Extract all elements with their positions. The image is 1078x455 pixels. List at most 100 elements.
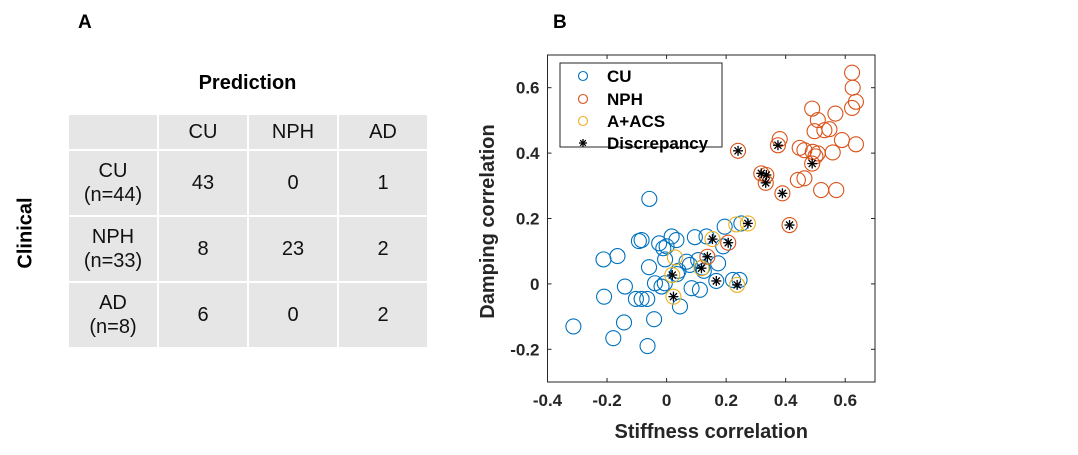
point-discrepancy bbox=[723, 237, 734, 248]
x-tick-label: 0.4 bbox=[774, 391, 798, 410]
point-cu bbox=[690, 251, 707, 269]
row-label-name: NPH bbox=[91, 226, 135, 248]
point-a-acs bbox=[729, 276, 746, 293]
point-cu bbox=[668, 232, 685, 249]
point-cu bbox=[710, 255, 727, 272]
chart-legend: CU NPH A+ACS Discrepancy bbox=[559, 62, 723, 153]
x-tick-label: 0.6 bbox=[833, 391, 857, 410]
table-cell: 6 bbox=[157, 281, 249, 349]
point-cu bbox=[595, 251, 612, 268]
legend-label-discrepancy: Discrepancy bbox=[607, 134, 709, 153]
y-tick-label: 0.6 bbox=[516, 79, 540, 98]
point-cu bbox=[605, 330, 622, 347]
y-tick-label: 0.4 bbox=[516, 144, 540, 163]
table-cell: 8 bbox=[157, 215, 249, 283]
y-tick-label: 0.2 bbox=[516, 210, 540, 229]
row-label-name: CU bbox=[98, 160, 128, 182]
row-label-count: (n=44) bbox=[83, 184, 143, 206]
point-nph bbox=[781, 216, 798, 234]
point-cu bbox=[724, 271, 742, 289]
point-cu bbox=[646, 311, 663, 328]
point-cu bbox=[653, 278, 670, 295]
x-tick-label: -0.4 bbox=[533, 391, 563, 410]
point-nph bbox=[720, 234, 737, 251]
point-cu bbox=[596, 288, 613, 305]
point-discrepancy bbox=[702, 251, 713, 262]
point-discrepancy bbox=[696, 263, 707, 274]
legend-marker-a-acs bbox=[577, 115, 589, 127]
x-tick-label: 0 bbox=[662, 391, 671, 410]
point-nph bbox=[804, 100, 821, 117]
point-cu bbox=[686, 229, 703, 246]
y-axis-ticks: -0.2 0 0.2 0.4 0.6 bbox=[510, 79, 875, 359]
point-cu bbox=[640, 259, 658, 276]
table-cell: 2 bbox=[337, 281, 429, 349]
y-tick-label: -0.2 bbox=[510, 340, 539, 359]
point-cu bbox=[609, 248, 626, 265]
point-a-acs bbox=[665, 288, 682, 305]
confusion-matrix-table: CU NPH AD CU (n=44) 43 0 1 NPH (n=33) 8 … bbox=[67, 113, 429, 349]
point-cu bbox=[691, 281, 708, 298]
point-cu bbox=[668, 266, 686, 283]
legend-marker-nph bbox=[577, 93, 589, 105]
point-discrepancy bbox=[772, 140, 783, 151]
point-cu bbox=[633, 232, 650, 249]
legend-label-nph: NPH bbox=[607, 90, 643, 109]
point-discrepancy bbox=[784, 220, 795, 231]
table-cell: 0 bbox=[247, 149, 339, 217]
point-nph bbox=[804, 155, 821, 172]
point-cu bbox=[655, 240, 672, 257]
point-nph bbox=[789, 171, 806, 188]
panel-b-label: B bbox=[553, 12, 567, 33]
point-nph bbox=[844, 64, 861, 81]
point-cu bbox=[716, 218, 733, 235]
point-cu bbox=[683, 280, 700, 297]
point-discrepancy bbox=[733, 145, 744, 156]
point-nph bbox=[796, 170, 813, 187]
panel-a-label: A bbox=[78, 12, 92, 33]
table-row: CU (n=44) 43 0 1 bbox=[67, 149, 429, 217]
point-nph bbox=[774, 185, 791, 202]
point-discrepancy bbox=[807, 158, 818, 169]
point-nph bbox=[729, 142, 747, 159]
point-cu bbox=[633, 290, 650, 307]
table-row: AD (n=8) 6 0 2 bbox=[67, 281, 429, 349]
point-cu bbox=[658, 238, 675, 255]
point-discrepancy bbox=[668, 291, 679, 302]
point-nph bbox=[821, 121, 838, 138]
point-discrepancy bbox=[761, 170, 772, 181]
data-marks bbox=[565, 64, 864, 355]
row-label-name: AD bbox=[99, 292, 127, 314]
point-cu bbox=[651, 235, 668, 252]
x-tick-label: -0.2 bbox=[592, 391, 621, 410]
point-nph bbox=[824, 144, 841, 161]
point-cu bbox=[663, 228, 680, 245]
point-cu bbox=[708, 272, 725, 290]
row-label-count: (n=8) bbox=[89, 316, 137, 338]
point-cu bbox=[616, 278, 633, 295]
point-nph bbox=[816, 122, 833, 139]
row-label-cell: CU (n=44) bbox=[67, 149, 159, 217]
point-nph bbox=[833, 131, 851, 149]
point-a-acs bbox=[666, 249, 683, 266]
point-cu bbox=[639, 337, 656, 355]
point-cu bbox=[671, 298, 689, 315]
point-discrepancy bbox=[756, 168, 767, 179]
table-header-row: CU NPH AD bbox=[67, 113, 429, 151]
legend-label-a-acs: A+ACS bbox=[607, 112, 665, 131]
point-cu bbox=[565, 318, 582, 335]
point-cu bbox=[678, 253, 695, 270]
x-axis-title: Stiffness correlation bbox=[615, 421, 808, 443]
table-cell: 2 bbox=[337, 215, 429, 283]
point-cu bbox=[639, 290, 656, 307]
header-cell-nph: NPH bbox=[247, 113, 339, 151]
point-nph bbox=[847, 136, 864, 153]
point-discrepancy bbox=[732, 279, 743, 290]
point-discrepancy bbox=[742, 218, 753, 229]
row-label-cell: NPH (n=33) bbox=[67, 215, 159, 283]
point-nph bbox=[813, 182, 830, 199]
header-cell-cu: CU bbox=[157, 113, 249, 151]
point-cu bbox=[627, 290, 644, 307]
point-cu bbox=[641, 190, 658, 207]
